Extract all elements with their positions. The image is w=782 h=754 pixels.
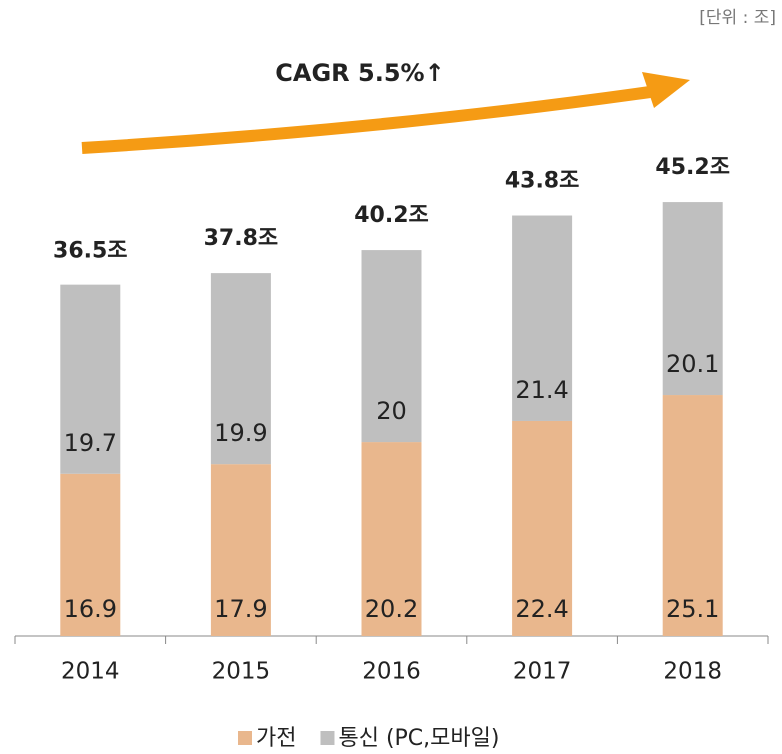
x-tick-label: 2016 — [362, 659, 421, 685]
bar-segment — [662, 202, 723, 396]
bar-segment — [512, 420, 573, 636]
x-tick-label: 2018 — [663, 659, 722, 685]
bar-segment — [210, 464, 271, 636]
total-label: 40.2조 — [354, 203, 429, 228]
bar-segment — [210, 273, 271, 465]
bar-segment — [60, 473, 121, 636]
x-tick-label: 2014 — [61, 659, 120, 685]
segment-label: 21.4 — [515, 376, 568, 404]
total-label: 36.5조 — [53, 239, 128, 264]
annotation: CAGR 5.5%↑ — [275, 59, 444, 87]
segment-label: 20.1 — [666, 350, 719, 378]
segment-label: 16.9 — [64, 595, 117, 623]
total-label: 37.8조 — [204, 226, 279, 251]
legend-swatch — [238, 731, 252, 745]
bar-segment — [361, 442, 422, 636]
segment-label: 17.9 — [214, 595, 267, 623]
segment-label: 25.1 — [666, 595, 719, 623]
x-tick-label: 2017 — [513, 659, 572, 685]
bar-segment — [662, 395, 723, 636]
total-label: 43.8조 — [505, 169, 580, 194]
bar-segment — [512, 215, 573, 421]
segment-label: 19.9 — [214, 419, 267, 447]
segment-label: 19.7 — [64, 429, 117, 457]
trend-arrow — [81, 86, 651, 154]
legend-label: 통신 (PC,모바일) — [338, 726, 499, 751]
unit-note: [단위 : 조] — [699, 8, 776, 28]
segment-label: 20 — [376, 397, 407, 425]
total-label: 45.2조 — [655, 155, 730, 180]
x-tick-label: 2015 — [212, 659, 271, 685]
segment-label: 22.4 — [515, 595, 568, 623]
trend-arrow-head — [642, 72, 690, 108]
bar-segment — [361, 250, 422, 443]
legend-swatch — [320, 731, 335, 745]
legend-label: 가전 — [256, 726, 296, 751]
segment-label: 20.2 — [365, 595, 418, 623]
bar-segment — [60, 284, 121, 474]
